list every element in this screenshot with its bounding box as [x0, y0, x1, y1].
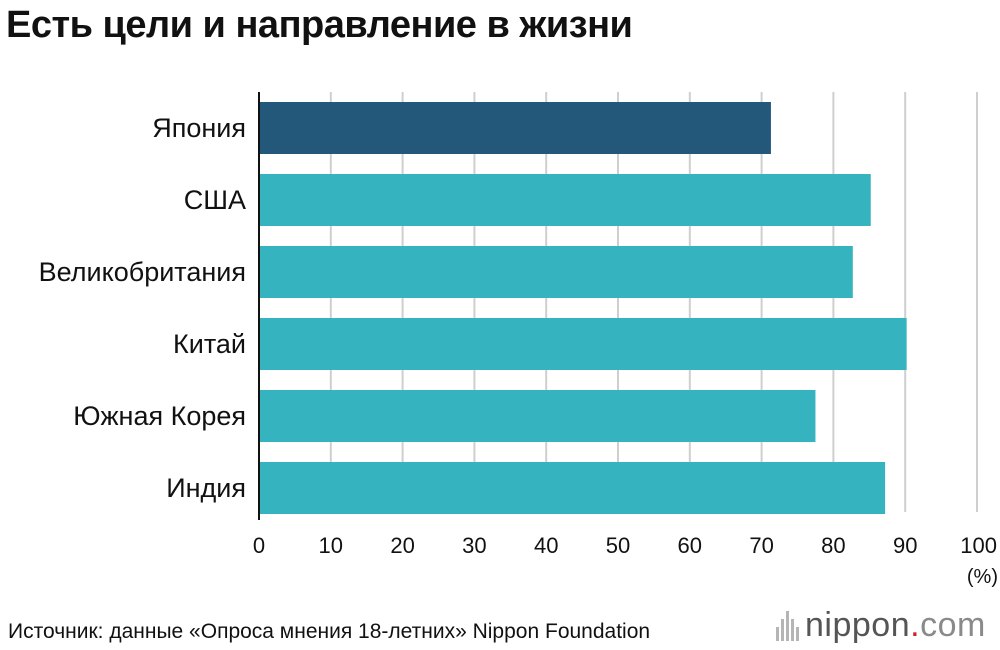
brand-name: nippon [805, 606, 911, 644]
brand-logo: nippon.com [776, 606, 986, 645]
x-tick-60: 60 [678, 533, 702, 558]
x-tick-30: 30 [462, 533, 486, 558]
bar-1 [259, 174, 871, 226]
category-label-3: Китай [173, 329, 246, 359]
bar-3 [259, 318, 907, 370]
x-tick-80: 80 [821, 533, 845, 558]
category-label-2: Великобритания [39, 257, 246, 287]
x-tick-10: 10 [319, 533, 343, 558]
x-tick-50: 50 [606, 533, 630, 558]
category-label-4: Южная Корея [73, 401, 246, 431]
gridlines [329, 92, 978, 512]
category-label-5: Индия [166, 473, 246, 503]
brand-dot: . [910, 606, 921, 644]
chart-title: Есть цели и направление в жизни [6, 4, 633, 46]
category-label-0: Япония [152, 113, 246, 143]
x-tick-0: 0 [253, 533, 265, 558]
x-tick-20: 20 [390, 533, 414, 558]
x-tick-90: 90 [893, 533, 917, 558]
source-note: Источник: данные «Опроса мнения 18-летни… [8, 620, 651, 643]
bar-5 [259, 462, 886, 514]
brand-tld: com [920, 606, 986, 644]
brand-bars-icon [776, 610, 799, 641]
category-label-1: США [184, 185, 246, 215]
x-tick-100: 100 [960, 533, 997, 558]
bars [259, 102, 907, 514]
x-unit-label: (%) [967, 566, 998, 588]
bar-0 [259, 102, 771, 154]
bar-4 [259, 390, 816, 442]
x-tick-40: 40 [534, 533, 558, 558]
x-tick-70: 70 [749, 533, 773, 558]
x-tick-labels: 0 10 20 30 40 50 60 70 80 90 100 [253, 533, 997, 558]
category-labels: Япония США Великобритания Китай Южная Корея И… [39, 113, 246, 503]
bar-2 [259, 246, 853, 298]
